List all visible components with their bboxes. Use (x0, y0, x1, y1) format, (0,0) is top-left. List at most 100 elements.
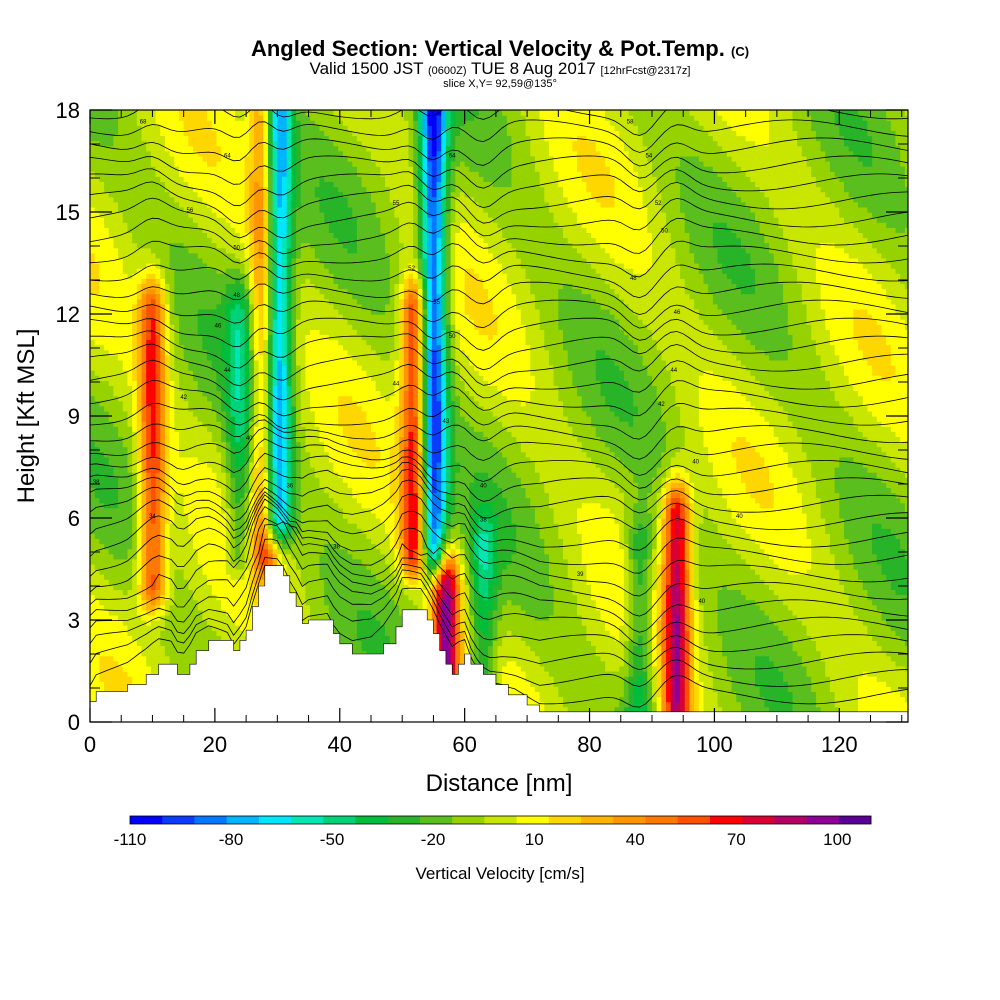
velocity-cell (113, 441, 119, 448)
velocity-cell (277, 308, 283, 315)
velocity-cell (155, 584, 161, 590)
velocity-cell (178, 640, 185, 647)
velocity-cell (221, 278, 227, 284)
velocity-cell (225, 405, 232, 412)
velocity-cell (221, 482, 227, 488)
velocity-cell (230, 507, 236, 514)
velocity-cell (169, 533, 175, 539)
velocity-cell (104, 140, 110, 147)
velocity-cell (197, 416, 203, 422)
velocity-cell (178, 314, 185, 320)
velocity-cell (253, 456, 260, 463)
velocity-cell (216, 308, 222, 315)
velocity-cell (150, 242, 157, 249)
velocity-cell (221, 574, 227, 580)
velocity-cell (277, 441, 283, 448)
velocity-cell (193, 181, 199, 188)
velocity-cell (230, 125, 236, 131)
velocity-cell (127, 461, 133, 468)
velocity-cell (94, 324, 100, 330)
velocity-cell (160, 344, 166, 351)
velocity-cell (235, 145, 241, 152)
velocity-cell (258, 257, 264, 264)
velocity-cell (225, 314, 232, 320)
velocity-cell (277, 548, 283, 555)
velocity-cell (282, 477, 288, 483)
velocity-cell (216, 553, 222, 560)
velocity-cell (160, 655, 166, 662)
velocity-cell (104, 227, 110, 233)
velocity-cell (178, 523, 185, 529)
velocity-cell (104, 671, 110, 677)
velocity-cell (272, 293, 278, 300)
velocity-cell (207, 410, 213, 417)
velocity-cell (193, 456, 199, 463)
velocity-cell (197, 410, 203, 417)
velocity-cell (127, 472, 133, 478)
velocity-cell (188, 558, 194, 565)
velocity-cell (118, 247, 124, 254)
velocity-cell (183, 293, 189, 300)
velocity-cell (94, 436, 100, 443)
velocity-cell (244, 594, 250, 601)
velocity-cell (113, 461, 119, 468)
velocity-cell (122, 365, 129, 371)
velocity-cell (178, 176, 185, 182)
velocity-cell (127, 222, 133, 228)
velocity-cell (235, 451, 241, 458)
velocity-cell (118, 212, 124, 218)
velocity-cell (127, 135, 133, 142)
velocity-cell (118, 405, 124, 412)
velocity-cell (263, 354, 269, 361)
velocity-cell (122, 584, 129, 590)
velocity-cell (188, 492, 194, 499)
velocity-cell (253, 416, 260, 422)
velocity-cell (193, 594, 199, 601)
velocity-cell (230, 482, 236, 488)
velocity-cell (183, 451, 189, 458)
velocity-cell (150, 574, 157, 580)
velocity-cell (122, 614, 129, 621)
velocity-cell (155, 507, 161, 514)
velocity-cell (174, 502, 180, 509)
velocity-cell (174, 181, 180, 188)
velocity-cell (160, 569, 166, 575)
velocity-cell (155, 125, 161, 131)
velocity-cell (197, 324, 203, 330)
velocity-cell (146, 145, 152, 152)
velocity-cell (99, 206, 105, 213)
velocity-cell (230, 176, 236, 182)
velocity-cell (211, 609, 218, 616)
velocity-cell (104, 569, 110, 575)
velocity-cell (253, 563, 260, 570)
velocity-cell (183, 461, 189, 468)
velocity-cell (211, 497, 218, 504)
velocity-cell (90, 308, 96, 315)
velocity-cell (122, 477, 129, 483)
velocity-cell (178, 257, 185, 264)
velocity-cell (150, 451, 157, 458)
velocity-cell (99, 477, 105, 483)
velocity-cell (225, 630, 232, 636)
velocity-cell (132, 359, 138, 366)
velocity-cell (160, 222, 166, 228)
velocity-cell (277, 278, 283, 284)
velocity-cell (253, 217, 260, 223)
velocity-cell (136, 227, 143, 233)
velocity-cell (230, 247, 236, 254)
velocity-cell (183, 482, 189, 488)
velocity-cell (211, 461, 218, 468)
velocity-cell (197, 594, 203, 601)
velocity-cell (216, 217, 222, 223)
velocity-cell (94, 359, 100, 366)
title-main: Angled Section: Vertical Velocity & Pot.… (251, 36, 725, 61)
velocity-cell (183, 421, 189, 427)
velocity-cell (132, 579, 138, 585)
velocity-cell (132, 252, 138, 259)
velocity-cell (108, 528, 115, 534)
velocity-cell (122, 518, 129, 524)
velocity-cell (127, 660, 133, 667)
velocity-cell (249, 354, 255, 361)
velocity-cell (193, 365, 199, 371)
velocity-cell (155, 349, 161, 356)
